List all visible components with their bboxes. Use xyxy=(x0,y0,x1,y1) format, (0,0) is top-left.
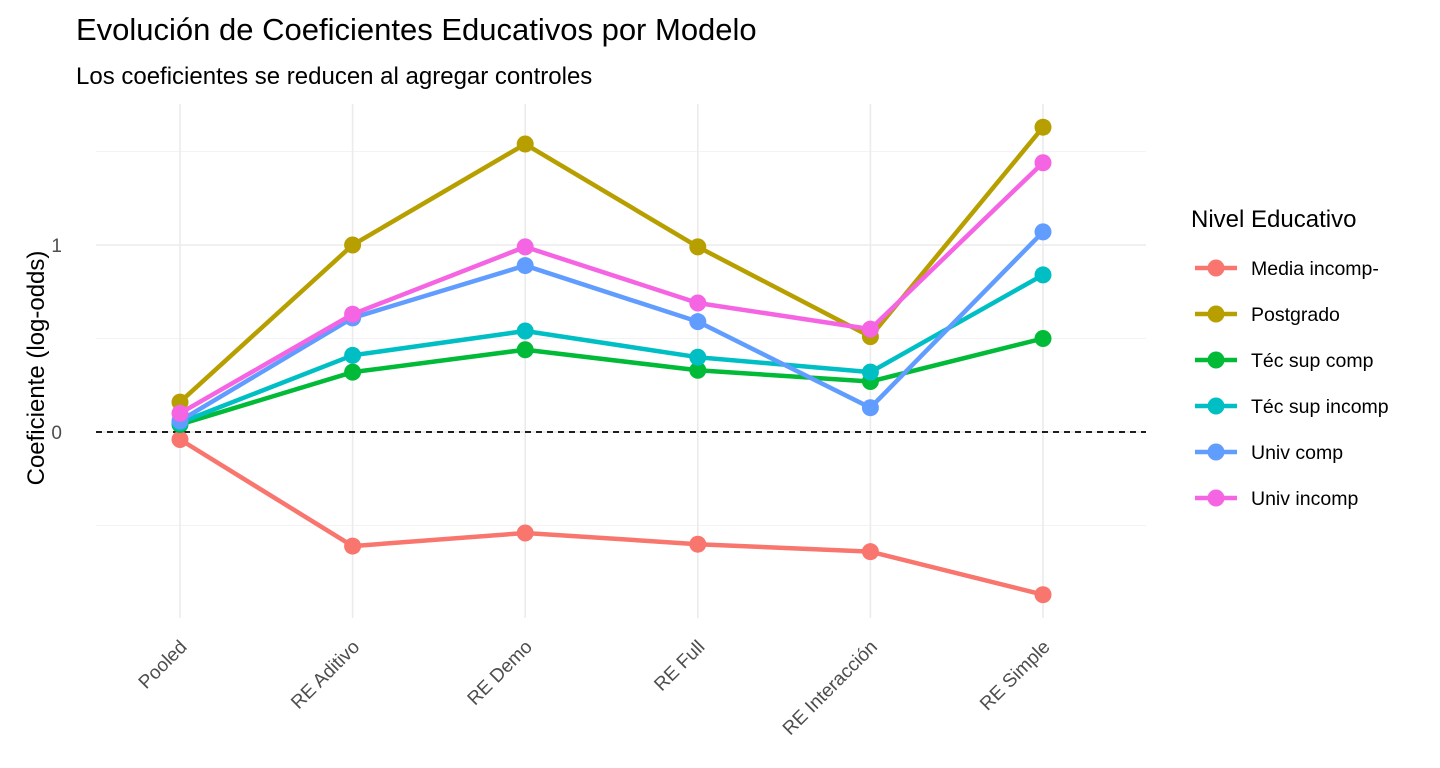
legend-label: Univ incomp xyxy=(1251,488,1358,510)
y-axis-ticks: 01 xyxy=(51,236,62,444)
legend-item: Univ incomp xyxy=(1195,488,1358,510)
x-tick-label: RE Aditivo xyxy=(287,637,364,714)
data-point xyxy=(344,305,362,323)
data-point xyxy=(689,238,707,256)
data-point xyxy=(344,363,362,381)
data-point xyxy=(1034,330,1052,347)
legend-label: Media incomp- xyxy=(1251,258,1379,280)
plot-area: 01 Pooled RE Aditivo RE Demo RE Full RE Inte… xyxy=(51,104,1146,740)
legend-key-point xyxy=(1207,351,1225,369)
data-point xyxy=(344,346,362,364)
series-line xyxy=(177,229,1046,424)
data-point xyxy=(1034,118,1052,136)
data-point xyxy=(171,404,189,422)
series xyxy=(171,430,1052,604)
data-point xyxy=(1034,223,1052,241)
y-tick-label: 1 xyxy=(51,236,62,257)
y-axis-label: Coeficiente (log-odds) xyxy=(23,251,50,486)
series-line xyxy=(177,160,1046,416)
x-tick-label: RE Full xyxy=(650,637,709,696)
legend-item: Téc sup comp xyxy=(1195,350,1374,372)
data-point xyxy=(861,399,879,417)
chart-title: Evolución de Coeficientes Educativos por… xyxy=(76,12,757,47)
series xyxy=(171,118,1052,411)
x-tick-label: RE Demo xyxy=(464,637,537,710)
legend-label: Téc sup incomp xyxy=(1251,396,1389,418)
data-point xyxy=(1034,266,1052,284)
grid xyxy=(96,104,1146,618)
data-point xyxy=(689,348,707,366)
legend-key-point xyxy=(1207,397,1225,415)
series xyxy=(171,223,1052,430)
legend-item: Media incomp- xyxy=(1195,258,1379,280)
data-point xyxy=(1034,586,1052,604)
data-point xyxy=(861,363,879,381)
legend-title: Nivel Educativo xyxy=(1191,206,1356,233)
data-point xyxy=(516,238,534,256)
data-point xyxy=(516,524,534,542)
data-point xyxy=(516,257,534,275)
legend-key-point xyxy=(1207,305,1225,323)
data-point xyxy=(516,322,534,340)
data-point xyxy=(344,537,362,555)
legend-label: Univ comp xyxy=(1251,442,1343,464)
series xyxy=(171,154,1052,422)
legend: Nivel Educativo Media incomp- Postgrado Té… xyxy=(1191,206,1389,510)
data-point xyxy=(861,320,879,338)
legend-item: Téc sup incomp xyxy=(1195,396,1389,418)
legend-items: Media incomp- Postgrado Téc sup comp Téc su… xyxy=(1195,258,1389,510)
legend-label: Téc sup comp xyxy=(1251,350,1374,372)
chart-subtitle: Los coeficientes se reducen al agregar c… xyxy=(76,63,592,90)
x-tick-label: RE Simple xyxy=(976,637,1054,715)
legend-item: Postgrado xyxy=(1195,304,1340,326)
series-line xyxy=(177,272,1046,425)
data-point xyxy=(861,543,879,561)
legend-label: Postgrado xyxy=(1251,304,1340,326)
x-tick-label: Pooled xyxy=(135,637,192,694)
x-tick-label: RE Interacción xyxy=(779,637,882,740)
legend-item: Univ comp xyxy=(1195,442,1343,464)
data-point xyxy=(689,535,707,553)
legend-key-point xyxy=(1207,259,1225,277)
data-point xyxy=(689,294,707,312)
legend-key-point xyxy=(1207,443,1225,461)
data-point xyxy=(689,313,707,331)
data-point xyxy=(1034,154,1052,172)
series-line xyxy=(177,336,1046,427)
series-line xyxy=(177,437,1046,597)
x-axis-ticks: Pooled RE Aditivo RE Demo RE Full RE Interac… xyxy=(135,637,1055,740)
data-point xyxy=(171,430,189,448)
y-tick-label: 0 xyxy=(51,423,62,444)
series-layer xyxy=(171,118,1052,604)
data-point xyxy=(344,236,362,254)
data-point xyxy=(516,135,534,153)
data-point xyxy=(516,341,534,359)
legend-key-point xyxy=(1207,489,1225,507)
data-point xyxy=(689,361,707,379)
